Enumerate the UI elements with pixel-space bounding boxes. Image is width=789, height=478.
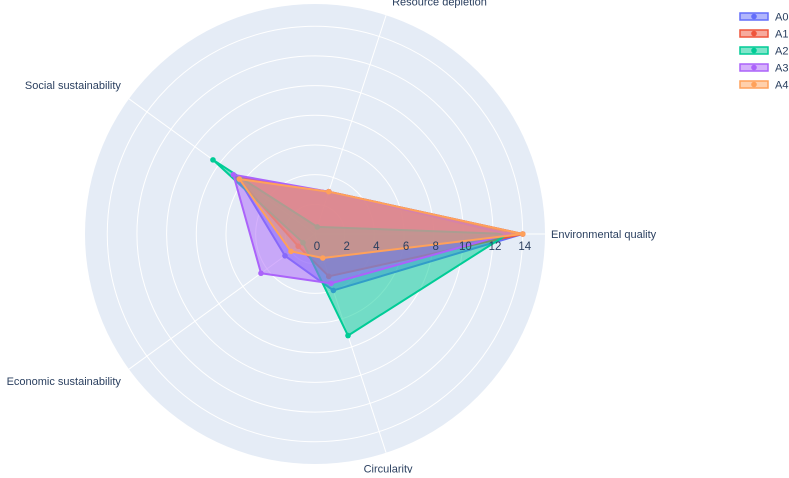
data-point [230,171,237,178]
legend-marker [751,47,757,54]
legend-item: A4 [739,80,788,92]
angular-axis-labels: Environmental quality Resource depletion S… [7,0,657,476]
legend-label: A3 [775,63,788,75]
data-point [328,280,334,287]
radial-tick-label: 4 [373,241,380,253]
axis-label: Circularity [364,464,413,473]
legend-item: A2 [739,46,788,58]
legend-item: A1 [739,29,788,41]
legend-marker [751,81,757,88]
data-point [258,270,264,277]
legend-label: A1 [775,29,788,41]
data-point [210,157,216,163]
axis-label: Environmental quality [551,229,657,241]
legend-item: A3 [739,63,788,75]
legend-marker [751,30,757,37]
legend-label: A4 [775,80,788,92]
radial-tick-label: 12 [489,241,502,253]
data-point [325,188,332,195]
data-point [345,332,351,339]
legend-marker [751,64,757,71]
radial-tick-label: 2 [343,241,349,253]
legend-label: A2 [775,46,788,58]
radial-tick-label: 8 [433,241,439,253]
series-layer [210,157,526,339]
radial-tick-label: 10 [459,241,472,253]
legend-marker [751,13,757,20]
series-area [238,178,524,259]
legend: A0 A1 A2 A3 A4 [739,12,788,92]
radial-tick-label: 0 [314,241,320,253]
radial-tick-labels: 0 2 4 6 8 10 12 14 [314,241,532,253]
radial-tick-label: 14 [518,241,531,253]
axis-label: Resource depletion [392,0,487,8]
axis-label: Economic sustainability [7,376,122,388]
series-A4 [236,176,526,261]
data-point [519,231,526,237]
data-point [319,255,326,261]
legend-label: A0 [775,12,788,24]
data-point [236,176,243,182]
legend-item: A0 [739,12,788,24]
data-point [288,248,294,255]
axis-label: Social sustainability [25,80,121,92]
radial-tick-label: 6 [403,241,409,253]
